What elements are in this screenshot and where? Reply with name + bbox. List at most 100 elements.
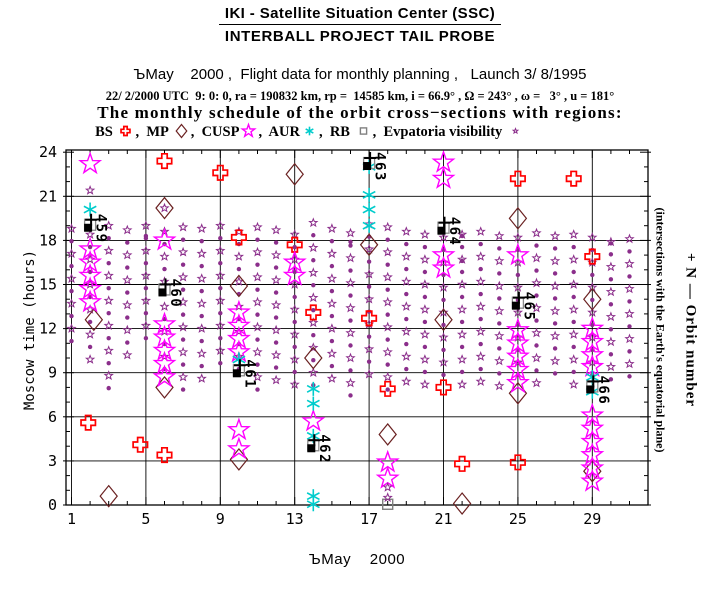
evpatoria-marker [311,258,316,263]
evpatoria-marker [366,259,372,264]
evpatoria-marker [475,326,486,336]
series-evpatoria [84,185,614,503]
cusp-star-marker [431,255,456,279]
evpatoria-marker [531,302,542,313]
evpatoria-marker [255,362,260,367]
evpatoria-marker [199,238,204,244]
evpatoria-marker [438,232,449,242]
evpatoria-marker [419,279,431,289]
evpatoria-marker [326,273,338,284]
evpatoria-marker [103,295,114,306]
evpatoria-marker [438,357,449,367]
evpatoria-marker [438,332,449,342]
x-tick-label: 9 [216,510,225,528]
evpatoria-marker [345,277,356,288]
legend-item-label: AUR [268,124,300,140]
evpatoria-marker [624,283,635,294]
evpatoria-marker [233,326,245,336]
evpatoria-marker [475,376,486,386]
evpatoria-marker [308,267,319,278]
evpatoria-marker [252,246,263,257]
evpatoria-marker [608,377,614,382]
legend-item: RB , [330,124,384,140]
cusp-star-marker [580,342,605,366]
evpatoria-marker [382,482,393,492]
evpatoria-marker [419,329,431,339]
evpatoria-marker [326,223,338,234]
bs-cross-marker [454,455,471,472]
evpatoria-marker [624,258,635,269]
evpatoria-marker [215,345,226,356]
evpatoria-marker [587,306,598,317]
evpatoria-marker [419,379,431,389]
evpatoria-marker [199,363,204,369]
evpatoria-marker [590,322,595,328]
mp-diamond-marker [229,274,249,298]
evpatoria-marker [459,344,465,350]
evpatoria-marker [404,241,409,247]
evpatoria-marker [534,343,539,348]
evpatoria-marker [159,202,170,213]
evpatoria-marker [494,355,505,366]
evpatoria-marker [66,248,77,259]
evpatoria-marker [456,329,468,339]
evpatoria-marker [401,301,412,311]
evpatoria-marker [143,285,149,291]
legend-separator: , [318,124,330,140]
legend-item: MP , [146,123,202,140]
evpatoria-marker [215,320,226,331]
series-bs [80,152,601,472]
legend-separator: , [190,124,202,140]
evpatoria-marker [218,260,223,266]
evpatoria-marker [122,274,133,285]
evpatoria-marker [511,127,520,135]
evpatoria-marker [326,248,338,259]
x-tick-label: 29 [583,510,601,528]
evpatoria-marker [441,347,446,353]
evpatoria-marker [459,244,465,250]
evpatoria-marker [103,270,114,281]
evpatoria-marker [348,239,353,245]
x-tick-label: 13 [286,510,304,528]
evpatoria-marker [66,223,77,234]
evpatoria-marker [311,233,316,238]
evpatoria-marker [125,290,130,295]
x-tick-label: 17 [360,510,378,528]
legend-item-label: BS [95,124,117,140]
bs-cross-marker [509,170,526,187]
evpatoria-marker [624,358,635,369]
evpatoria-marker [459,233,465,239]
evpatoria-marker [608,327,614,332]
evpatoria-marker [255,387,260,392]
cusp-star-marker [226,436,251,460]
evpatoria-marker [419,354,431,364]
evpatoria-marker [106,310,111,316]
evpatoria-marker [103,245,114,256]
evpatoria-marker [422,269,428,275]
evpatoria-marker [571,344,576,350]
mp-diamond-marker [304,346,323,370]
x-tick-label: 5 [141,510,150,528]
evpatoria-marker [531,227,542,238]
evpatoria-marker [215,270,226,281]
evpatoria-marker [255,262,260,267]
evpatoria-marker [478,291,483,297]
evpatoria-marker [497,371,502,376]
orbit-number-label: 459 [93,214,109,244]
evpatoria-marker [289,304,300,314]
evpatoria-marker [456,304,468,314]
orbit-annotations: 459 460 461 462 463 464 465 466 [83,152,611,464]
evpatoria-marker [255,337,260,342]
orbit-filled-square [511,301,520,310]
evpatoria-marker [159,226,170,236]
evpatoria-marker [605,286,617,297]
orbit-filled-square [307,444,316,453]
evpatoria-marker [140,320,152,331]
evpatoria-marker [608,252,614,257]
evpatoria-marker [308,317,319,328]
evpatoria-marker [587,332,598,342]
evpatoria-marker [605,311,617,322]
evpatoria-marker [475,276,486,286]
evpatoria-marker [180,337,186,342]
evpatoria-marker [459,269,465,275]
